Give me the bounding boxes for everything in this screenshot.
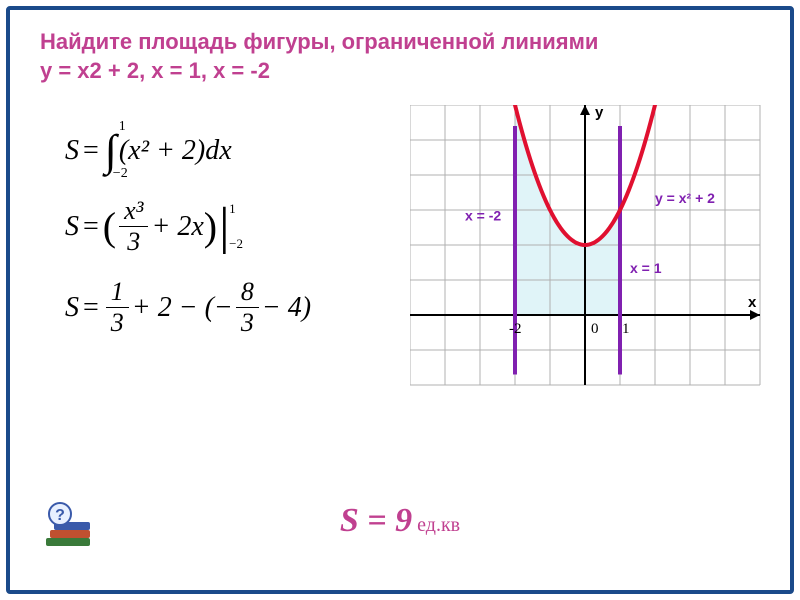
formula-block: S = ∫ 1 −2 (x² + 2)dx S = ( x³ 3 + 2x ) … — [65, 125, 325, 358]
svg-text:0: 0 — [591, 321, 599, 337]
formula-3: S = 1 3 + 2 − (− 8 3 − 4) — [65, 277, 325, 338]
frac-1-3: 1 3 — [106, 277, 129, 338]
result-line: S = 9 ед.кв — [10, 502, 790, 540]
graph-container: 0 1 -2 y x y = x² + 2 x = -2 x = 1 — [410, 105, 780, 385]
frac-den: 3 — [106, 308, 129, 338]
result-value: S = 9 — [340, 502, 412, 539]
result-units: ед.кв — [412, 514, 460, 536]
frac-num: x³ — [119, 196, 148, 227]
svg-text:x = 1: x = 1 — [630, 260, 662, 276]
svg-text:y = x² + 2: y = x² + 2 — [655, 190, 715, 206]
frac-num: 8 — [236, 277, 259, 308]
formula-lhs: S — [65, 135, 79, 167]
svg-text:x: x — [748, 294, 757, 311]
frac-den: 3 — [122, 227, 145, 257]
svg-text:1: 1 — [622, 321, 630, 337]
question-books-icon: ? — [40, 500, 110, 560]
eval-lower: −2 — [229, 236, 243, 252]
problem-title: Найдите площадь фигуры, ограниченной лин… — [40, 28, 760, 85]
title-line-2: y = x2 + 2, x = 1, x = -2 — [40, 58, 270, 83]
frac-den: 3 — [236, 308, 259, 338]
integral-symbol: ∫ 1 −2 — [105, 125, 117, 176]
formula-tail: − 4) — [262, 292, 311, 324]
svg-text:-2: -2 — [509, 321, 522, 337]
svg-text:y: y — [595, 105, 604, 121]
integrand: (x² + 2)dx — [119, 135, 232, 167]
formula-rest: + 2x — [151, 211, 203, 243]
formula-mid: + 2 − (− — [132, 292, 233, 324]
graph-svg: 0 1 -2 y x y = x² + 2 x = -2 x = 1 — [410, 105, 780, 395]
eval-bar: | 1 −2 — [219, 197, 229, 256]
int-lower: −2 — [113, 166, 128, 182]
formula-2: S = ( x³ 3 + 2x ) | 1 −2 — [65, 196, 325, 257]
formula-lhs-2: S — [65, 211, 79, 243]
frac-num: 1 — [106, 277, 129, 308]
frac-8-3: 8 3 — [236, 277, 259, 338]
svg-text:x = -2: x = -2 — [465, 208, 501, 224]
formula-1: S = ∫ 1 −2 (x² + 2)dx — [65, 125, 325, 176]
title-line-1: Найдите площадь фигуры, ограниченной лин… — [40, 29, 598, 54]
formula-lhs-3: S — [65, 292, 79, 324]
eval-upper: 1 — [229, 201, 236, 217]
svg-text:?: ? — [55, 507, 65, 524]
frac-x3-3: x³ 3 — [119, 196, 148, 257]
int-upper: 1 — [119, 119, 126, 135]
